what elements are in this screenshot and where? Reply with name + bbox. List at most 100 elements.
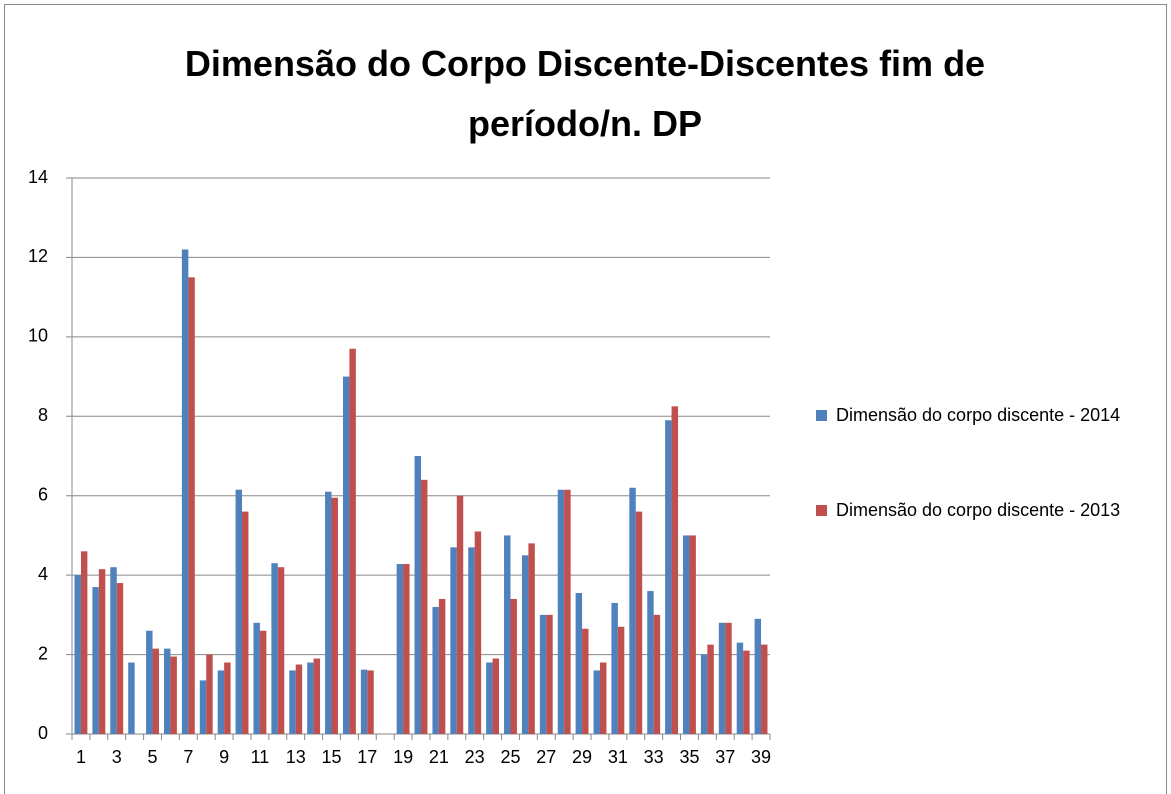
bar <box>331 497 338 734</box>
x-tick-label: 11 <box>251 747 270 767</box>
bar <box>128 662 135 734</box>
bar <box>414 456 421 734</box>
y-tick-label: 12 <box>28 246 48 266</box>
bar <box>635 511 643 734</box>
bar <box>98 569 106 734</box>
bar <box>468 547 475 734</box>
bar <box>403 564 410 734</box>
bar <box>277 567 285 734</box>
bar <box>271 563 278 734</box>
bar <box>92 587 99 734</box>
bar <box>242 511 249 734</box>
bar <box>456 495 464 734</box>
bar <box>521 555 529 734</box>
bar <box>421 479 428 734</box>
bar <box>342 376 350 734</box>
legend-label: Dimensão do corpo discente - 2013 <box>836 500 1121 520</box>
bar <box>432 606 439 734</box>
x-tick-label: 7 <box>183 747 193 767</box>
bar <box>367 670 374 734</box>
bar <box>653 614 661 734</box>
x-tick-label: 27 <box>536 747 556 767</box>
bar <box>528 543 535 734</box>
bar <box>492 658 500 734</box>
bar <box>510 598 517 734</box>
x-tick-label: 5 <box>148 747 158 767</box>
y-tick-label: 10 <box>28 326 48 346</box>
bar <box>582 628 589 734</box>
x-tick-label: 39 <box>751 747 771 767</box>
bar <box>474 531 482 734</box>
x-tick-label: 21 <box>429 747 449 767</box>
bar <box>289 670 296 734</box>
y-tick-label: 2 <box>38 643 48 663</box>
bar <box>396 564 404 734</box>
bar <box>700 654 708 734</box>
bar <box>504 535 511 734</box>
bar <box>665 420 672 734</box>
x-tick-label: 25 <box>500 747 520 767</box>
x-tick-label: 29 <box>572 747 592 767</box>
bar <box>486 662 493 734</box>
bar <box>152 648 159 734</box>
x-tick-label: 37 <box>715 747 735 767</box>
bar <box>707 644 714 734</box>
bar <box>110 567 117 734</box>
chart-title: Dimensão do Corpo Discente-Discentes fim… <box>184 43 986 144</box>
bar <box>224 662 231 734</box>
chart-frame <box>4 4 1167 794</box>
bar <box>360 669 368 734</box>
bar <box>689 535 696 734</box>
bar <box>599 662 607 734</box>
bar <box>188 277 195 734</box>
bar <box>74 575 81 734</box>
bar <box>736 642 744 734</box>
bar <box>253 622 260 734</box>
x-tick-label: 13 <box>286 747 306 767</box>
legend-swatch <box>816 505 827 516</box>
bar <box>181 249 189 734</box>
x-tick-label: 23 <box>465 747 485 767</box>
bar <box>593 670 600 734</box>
x-tick-label: 1 <box>76 747 86 767</box>
bar <box>754 618 762 734</box>
y-tick-label: 4 <box>38 564 48 584</box>
x-tick-label: 33 <box>644 747 664 767</box>
bar <box>170 656 177 734</box>
bar <box>438 598 446 734</box>
bar <box>539 614 547 734</box>
bar <box>199 680 207 734</box>
legend-swatch <box>816 410 827 421</box>
bar <box>671 406 679 734</box>
legend-label: Dimensão do corpo discente - 2014 <box>836 405 1121 425</box>
bar <box>557 489 565 734</box>
bar <box>683 535 690 734</box>
bar <box>235 489 243 734</box>
bar <box>718 622 726 734</box>
bar <box>295 664 303 734</box>
x-tick-label: 17 <box>357 747 377 767</box>
bar <box>629 487 636 734</box>
bar <box>217 670 225 734</box>
bar <box>450 547 457 734</box>
y-tick-label: 0 <box>38 723 48 743</box>
bar <box>575 593 583 734</box>
bar <box>564 489 571 734</box>
x-tick-label: 31 <box>608 747 628 767</box>
bar <box>647 591 654 734</box>
bar <box>761 644 768 734</box>
bar <box>617 626 625 734</box>
bar <box>259 630 267 734</box>
bar <box>206 654 213 734</box>
bar <box>611 602 618 734</box>
bar <box>743 650 750 734</box>
bar <box>163 648 171 734</box>
bar <box>146 630 153 734</box>
bar <box>116 583 124 734</box>
bar <box>313 658 321 734</box>
y-tick-label: 6 <box>38 484 48 504</box>
bar <box>546 614 553 734</box>
bar <box>725 622 732 734</box>
